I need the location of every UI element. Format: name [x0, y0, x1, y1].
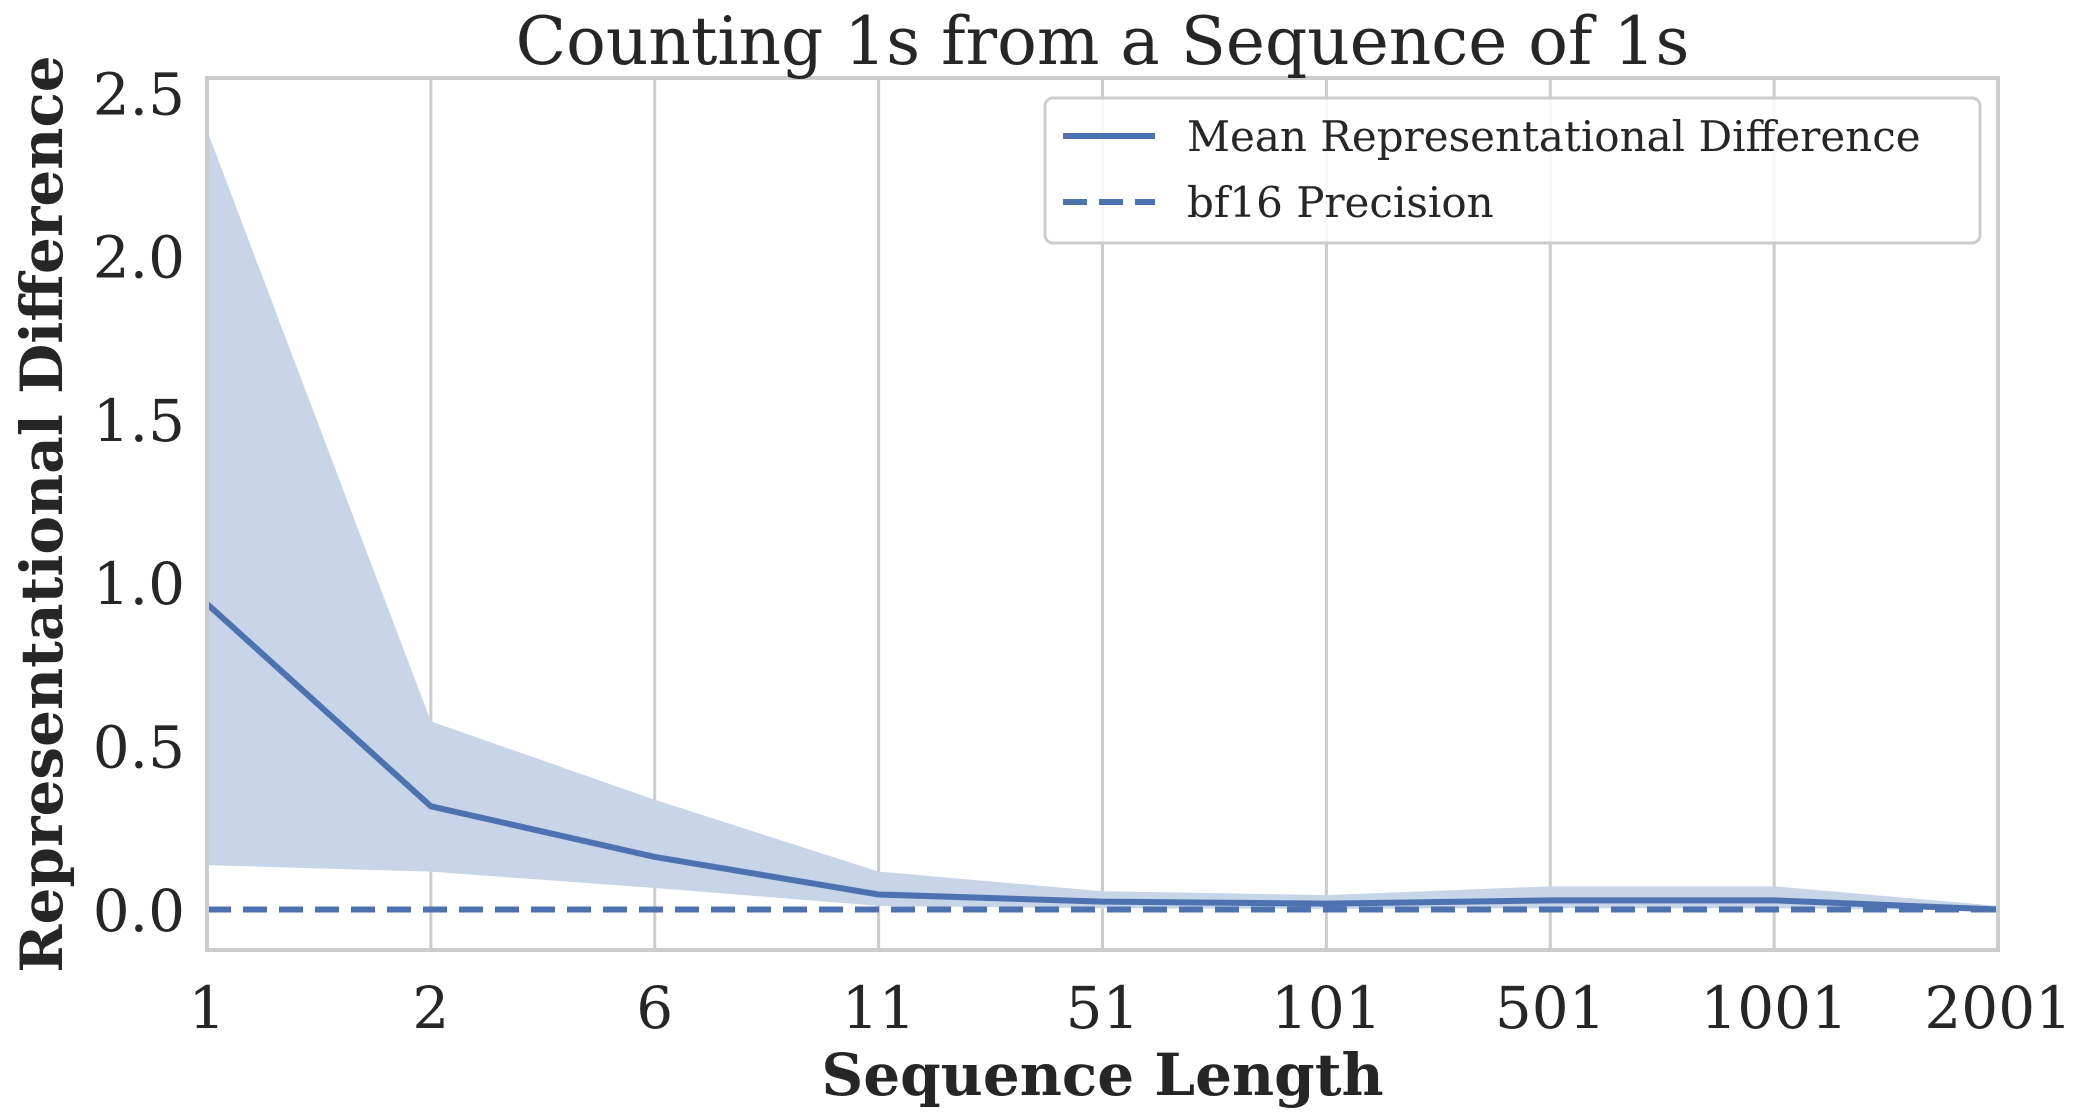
x-tick-label-2: 2 [412, 974, 449, 1042]
y-tick-label-0.5: 0.5 [93, 714, 185, 782]
x-tick-label-1001: 1001 [1700, 974, 1848, 1042]
plot-frame [205, 76, 2000, 952]
x-tick-label-51: 51 [1066, 974, 1140, 1042]
x-tick-label-101: 101 [1271, 974, 1382, 1042]
x-tick-labels: 1 2 6 11 51 101 501 1001 2001 [189, 974, 2072, 1042]
chart-title: Counting 1s from a Sequence of 1s [516, 3, 1690, 80]
x-tick-label-2001: 2001 [1924, 974, 2072, 1042]
y-tick-label-1.0: 1.0 [93, 550, 185, 618]
y-tick-label-0.0: 0.0 [93, 877, 185, 945]
legend-box [1043, 96, 1982, 245]
y-tick-labels: 0.0 0.5 1.0 1.5 2.0 2.5 [93, 60, 185, 944]
x-tick-label-6: 6 [636, 974, 673, 1042]
x-tick-label-11: 11 [842, 974, 916, 1042]
y-tick-label-2.5: 2.5 [93, 60, 185, 128]
y-axis-label: Representational Difference [8, 55, 76, 972]
legend-label-mean: Mean Representational Difference [1187, 112, 1921, 161]
band-layer [207, 130, 1998, 911]
y-tick-label-2.0: 2.0 [93, 224, 185, 292]
x-tick-label-1: 1 [189, 974, 226, 1042]
x-tick-label-501: 501 [1495, 974, 1606, 1042]
y-tick-label-1.5: 1.5 [93, 387, 185, 455]
confidence-band [207, 130, 1998, 911]
x-axis-label: Sequence Length [821, 1041, 1383, 1109]
legend-label-bf16: bf16 Precision [1187, 178, 1494, 227]
legend: Mean Representational Difference bf16 Pr… [1043, 96, 1982, 245]
